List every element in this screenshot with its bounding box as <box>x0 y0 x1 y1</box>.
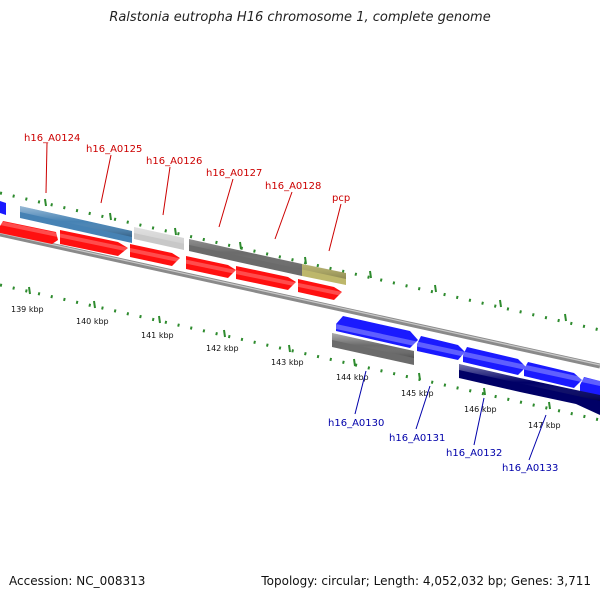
gene-shade <box>20 206 132 237</box>
major-tick <box>288 344 291 353</box>
gene-arrow-red <box>186 256 236 278</box>
leader-line <box>45 142 48 194</box>
tick-labels: 139 kbp 140 kbp 141 kbp 142 kbp 143 kbp … <box>11 305 561 430</box>
major-tick <box>418 372 421 381</box>
tick-track-upper <box>0 191 600 332</box>
gene-labels-top: h16_A0124 h16_A0125 h16_A0126 h16_A0127 … <box>24 133 350 204</box>
tick-label: 145 kbp <box>401 389 434 398</box>
gene-track-blue <box>336 316 600 398</box>
major-ticks <box>28 286 551 410</box>
major-tick <box>369 270 372 279</box>
major-tick <box>353 358 356 367</box>
gene-labels-bottom: h16_A0130 h16_A0131 h16_A0132 h16_A0133 <box>328 418 558 474</box>
major-tick <box>174 227 177 236</box>
leader-line <box>162 166 171 216</box>
gene-shade <box>332 333 414 358</box>
gene-label: h16_A0130 <box>328 418 384 429</box>
map-title: Ralstonia eutropha H16 chromosome 1, com… <box>109 10 491 25</box>
tick-track-lower <box>0 283 600 422</box>
tick-label: 147 kbp <box>528 421 561 430</box>
gene-track-lower <box>332 333 600 415</box>
tick-label: 141 kbp <box>141 331 174 340</box>
gene-arrow-red <box>236 266 296 290</box>
leader-line <box>328 203 342 252</box>
accession-text: Accession: NC_008313 <box>9 574 146 588</box>
major-tick <box>548 401 551 410</box>
gene-arrow-blue <box>336 316 418 348</box>
major-tick <box>223 329 226 338</box>
major-tick <box>109 212 112 221</box>
gene-shade <box>134 227 346 279</box>
gene-shade <box>0 221 342 296</box>
gene-arrow-blue <box>417 336 465 360</box>
gene-arrow-red <box>298 279 342 300</box>
leader-line <box>274 191 293 240</box>
major-tick <box>158 315 161 324</box>
gene-arrow-red <box>0 221 58 244</box>
major-tick <box>499 299 502 308</box>
gene-arrow-red <box>130 244 180 266</box>
tick-label: 139 kbp <box>11 305 44 314</box>
leader-line <box>473 397 485 446</box>
tick-label: 142 kbp <box>206 344 239 353</box>
major-tick <box>93 300 96 309</box>
gene-label: h16_A0125 <box>86 144 142 155</box>
genome-stats-text: Topology: circular; Length: 4,052,032 bp… <box>261 574 591 588</box>
major-ticks-upper <box>44 198 567 322</box>
gene-feature-blue-left <box>0 201 6 215</box>
gene-arrow-red <box>60 230 128 256</box>
leader-lines-top <box>45 142 342 252</box>
gene-track-red <box>0 221 342 300</box>
major-tick <box>28 286 31 295</box>
gene-shade <box>459 364 600 401</box>
major-tick <box>564 313 567 322</box>
tick-label: 146 kbp <box>464 405 497 414</box>
gene-shade <box>336 324 600 386</box>
gene-label: pcp <box>332 193 350 204</box>
gene-label: h16_A0132 <box>446 448 502 459</box>
tick-label: 143 kbp <box>271 358 304 367</box>
major-tick <box>304 256 307 265</box>
gene-label: h16_A0127 <box>206 168 262 179</box>
major-tick <box>434 284 437 293</box>
leader-lines-bottom <box>354 370 547 461</box>
gene-label: h16_A0128 <box>265 181 321 192</box>
tick-label: 144 kbp <box>336 373 369 382</box>
gene-label: h16_A0131 <box>389 433 445 444</box>
leader-line <box>218 178 234 228</box>
major-tick <box>483 387 486 396</box>
gene-arrow-blue <box>524 362 582 388</box>
genome-backbone <box>0 231 600 369</box>
leader-line <box>528 414 547 461</box>
gene-label: h16_A0126 <box>146 156 202 167</box>
gene-label: h16_A0124 <box>24 133 80 144</box>
major-tick <box>239 241 242 250</box>
gene-arrow-blue <box>463 347 526 375</box>
leader-line <box>354 370 367 415</box>
gene-track-upper <box>0 201 346 285</box>
leader-line <box>100 154 112 204</box>
tick-label: 140 kbp <box>76 317 109 326</box>
leader-line <box>415 385 431 430</box>
genome-backbone-highlight <box>0 232 600 366</box>
major-tick <box>44 198 47 207</box>
gene-label: h16_A0133 <box>502 463 558 474</box>
